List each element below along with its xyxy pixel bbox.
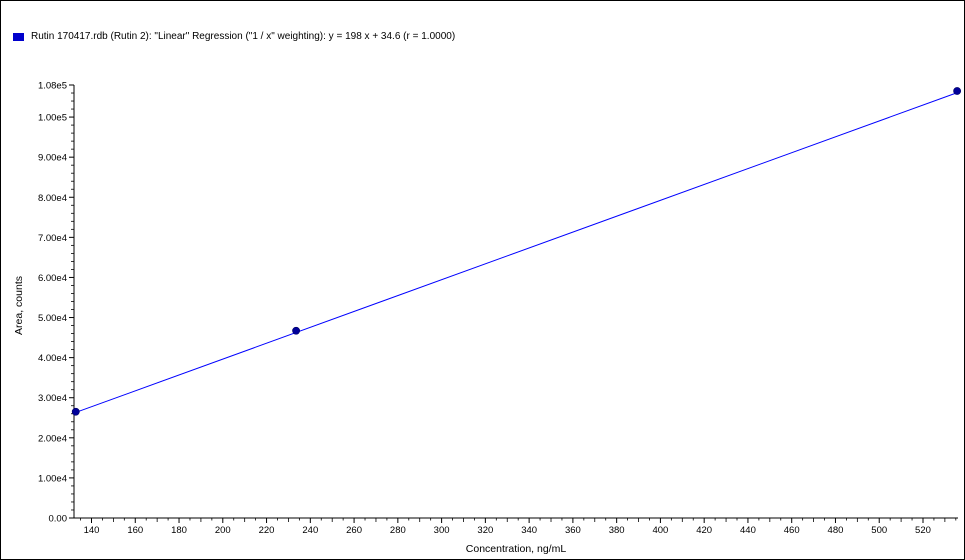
x-tick-label: 460: [784, 525, 800, 536]
y-tick-label: 1.00e4: [38, 473, 67, 484]
x-tick-label: 500: [871, 525, 887, 536]
legend: Rutin 170417.rdb (Rutin 2): "Linear" Reg…: [13, 31, 455, 42]
x-axis-title: Concentration, ng/mL: [466, 543, 567, 555]
x-tick-label: 440: [740, 525, 756, 536]
x-tick-label: 260: [346, 525, 362, 536]
x-tick-label: 520: [915, 525, 931, 536]
x-tick-label: 220: [259, 525, 275, 536]
data-point: [71, 407, 80, 416]
y-tick-label: 0.00: [49, 514, 68, 525]
x-tick-label: 340: [521, 525, 537, 536]
x-tick-label: 420: [696, 525, 712, 536]
y-tick-label: 6.00e4: [38, 273, 67, 284]
x-tick-label: 240: [302, 525, 318, 536]
x-tick-label: 140: [84, 525, 100, 536]
data-point: [292, 326, 300, 335]
y-tick-label: 1.00e5: [38, 113, 67, 124]
data-points: [71, 87, 962, 416]
y-axis-ticks: 0.00 1.00e4 2.00e4 3.00e4 4.00e4 5.00e4 6.00e4…: [38, 81, 74, 525]
x-tick-label: 280: [390, 525, 406, 536]
x-tick-label: 380: [609, 525, 625, 536]
x-tick-label: 180: [171, 525, 187, 536]
x-tick-label: 200: [215, 525, 231, 536]
data-point: [953, 87, 962, 95]
x-tick-label: 480: [828, 525, 844, 536]
y-axis-title: Area, counts: [13, 276, 25, 335]
regression-line-group: [73, 91, 959, 414]
legend-swatch: [13, 32, 24, 41]
x-axis-ticks: 140 160 180 200 220 240 260 280 300 320 340 360 380 4…: [80, 518, 957, 536]
legend-label: Rutin 170417.rdb (Rutin 2): "Linear" Reg…: [31, 31, 456, 42]
y-tick-label: 9.00e4: [38, 153, 67, 164]
x-tick-label: 300: [434, 525, 450, 536]
y-tick-label: 5.00e4: [38, 313, 67, 324]
y-tick-label: 8.00e4: [38, 193, 67, 204]
y-tick-label: 3.00e4: [38, 393, 67, 404]
x-tick-label: 360: [565, 525, 581, 536]
x-tick-label: 400: [652, 525, 668, 536]
x-tick-label: 160: [127, 525, 143, 536]
y-tick-label: 4.00e4: [38, 353, 67, 364]
regression-line: [73, 91, 959, 414]
x-tick-label: 320: [477, 525, 493, 536]
axes: [73, 85, 958, 519]
y-tick-label: 1.08e5: [38, 81, 67, 92]
y-tick-label: 2.00e4: [38, 433, 67, 444]
y-tick-label: 7.00e4: [38, 233, 67, 244]
